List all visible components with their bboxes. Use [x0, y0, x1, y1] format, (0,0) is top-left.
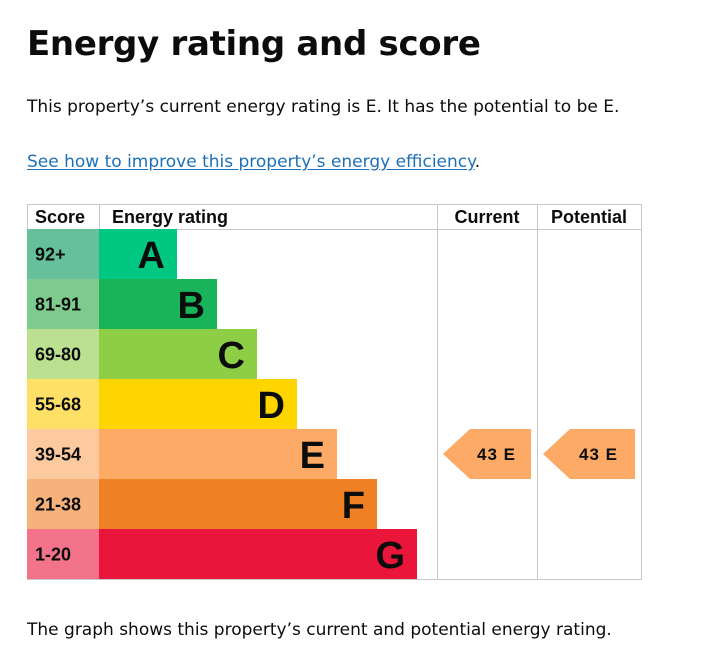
rating-bar-a [99, 229, 177, 279]
rating-letter-b: B [178, 285, 205, 327]
score-header: Score [35, 207, 85, 227]
score-cell-e [27, 429, 99, 479]
link-suffix: . [474, 152, 481, 172]
chart-headers: Score Energy rating Current Potential [35, 207, 627, 227]
rating-bar-d [99, 379, 297, 429]
score-cell-a [27, 229, 99, 279]
rating-bar-e [99, 429, 337, 479]
improve-link-paragraph: See how to improve this property’s energ… [27, 151, 480, 173]
score-range-a: 92+ [35, 245, 66, 265]
current-header: Current [454, 207, 519, 227]
rating-letter-f: F [342, 485, 365, 527]
score-cell-g [27, 529, 99, 579]
potential-header: Potential [551, 207, 627, 227]
rating-bar-g [99, 529, 417, 579]
score-range-c: 69-80 [35, 345, 81, 365]
rating-letter-g: G [375, 535, 405, 577]
score-range-g: 1-20 [35, 545, 71, 565]
rating-letter-d: D [258, 385, 285, 427]
rating-bar-f [99, 479, 377, 529]
score-cell-d [27, 379, 99, 429]
chart-caption: The graph shows this property’s current … [27, 620, 612, 640]
rating-arrows: 43 E 43 E [443, 429, 635, 479]
rating-bar-c [99, 329, 257, 379]
rating-letter-c: C [218, 335, 245, 377]
potential-rating-label: 43 E [579, 445, 618, 464]
rating-bands: 92+ A 81-91 B 69-80 C 55-68 D 39-54 E 21-38 F 1-20 G [27, 229, 417, 579]
page-title: Energy rating and score [27, 24, 481, 64]
score-range-f: 21-38 [35, 495, 81, 515]
rating-letter-a: A [138, 235, 165, 277]
rating-summary: This property’s current energy rating is… [27, 97, 620, 117]
current-rating-arrow [443, 429, 531, 479]
improve-efficiency-link[interactable]: See how to improve this property’s energ… [27, 152, 475, 172]
current-rating-label: 43 E [477, 445, 516, 464]
score-range-b: 81-91 [35, 295, 81, 315]
rating-bar-b [99, 279, 217, 329]
potential-rating-arrow [543, 429, 635, 479]
score-cell-f [27, 479, 99, 529]
rating-letter-e: E [300, 435, 325, 477]
score-range-e: 39-54 [35, 445, 81, 465]
energy-rating-header: Energy rating [112, 207, 228, 227]
score-range-d: 55-68 [35, 395, 81, 415]
score-cell-b [27, 279, 99, 329]
score-cell-c [27, 329, 99, 379]
